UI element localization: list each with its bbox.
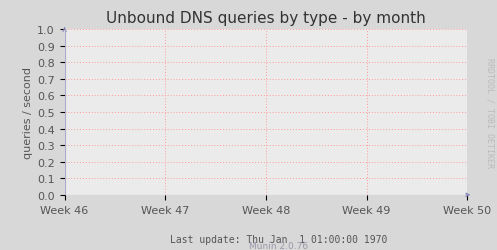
Text: RRDTOOL / TOBI OETIKER: RRDTOOL / TOBI OETIKER [486, 58, 495, 167]
Title: Unbound DNS queries by type - by month: Unbound DNS queries by type - by month [106, 11, 426, 26]
Text: Last update: Thu Jan  1 01:00:00 1970: Last update: Thu Jan 1 01:00:00 1970 [169, 234, 387, 244]
Y-axis label: queries / second: queries / second [23, 67, 33, 158]
Text: Munin 2.0.76: Munin 2.0.76 [249, 241, 308, 250]
